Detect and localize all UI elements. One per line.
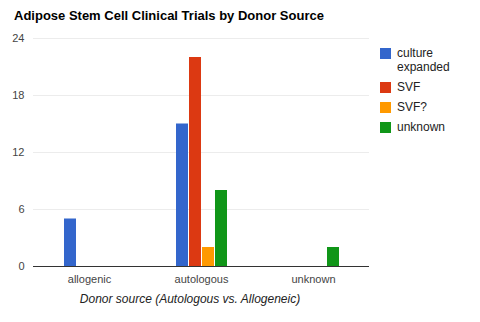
svg-text:unknown: unknown (291, 273, 335, 285)
html-text:culture expanded: culture expanded (397, 46, 450, 74)
svg-text:0: 0 (18, 260, 24, 272)
html-text:unknown: unknown (397, 120, 445, 134)
svg-text:autologous: autologous (175, 273, 229, 285)
html-text:SVF: SVF (397, 80, 421, 94)
html-text:Donor source (Autologous vs. A: Donor source (Autologous vs. Allogeneic) (79, 292, 301, 306)
svg-text:24: 24 (12, 32, 24, 44)
svg-text:6: 6 (18, 203, 24, 215)
svg-text:allogenic: allogenic (68, 273, 112, 285)
svg-text:12: 12 (12, 146, 24, 158)
svg-text:18: 18 (12, 89, 24, 101)
html-text:Adipose Stem Cell Clinical Tri: Adipose Stem Cell Clinical Trials by Don… (14, 8, 324, 23)
html-text:SVF?: SVF? (397, 100, 427, 114)
